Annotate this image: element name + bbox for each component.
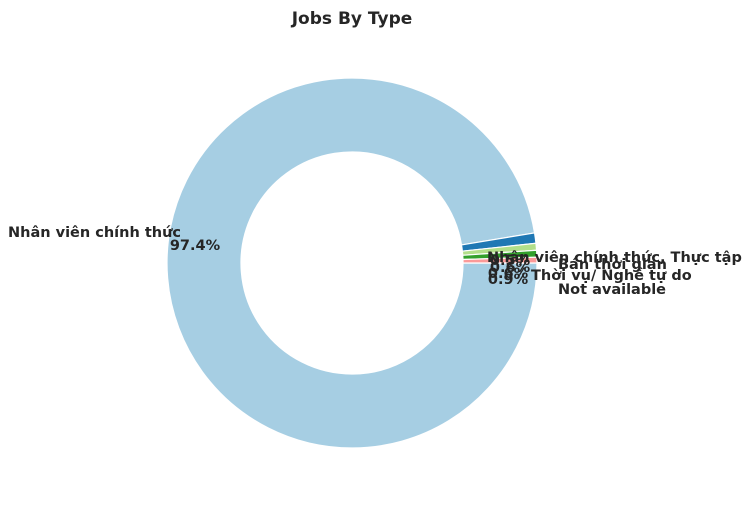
slice-percent-label: 0.6% — [490, 260, 531, 276]
pie-slice — [462, 256, 538, 264]
slice-label: Thời vụ/ Nghề tự do — [531, 267, 692, 284]
slice-label: Nhân viên chính thức, Thực tập — [487, 250, 742, 266]
slice-label: Not available — [558, 282, 666, 298]
slice-percent-label: 97.4% — [170, 238, 221, 254]
slice-percent-label: 0.9% — [488, 272, 529, 288]
slice-percent-label: 0.5% — [490, 253, 531, 269]
slice-percent-label: 0.6% — [488, 266, 529, 282]
slice-label: Nhân viên chính thức — [8, 225, 181, 241]
chart-title: Jobs By Type — [291, 9, 413, 29]
pie-slices — [166, 77, 538, 449]
slice-label: Bán thời gian — [558, 257, 667, 273]
pie-slice — [166, 77, 538, 449]
